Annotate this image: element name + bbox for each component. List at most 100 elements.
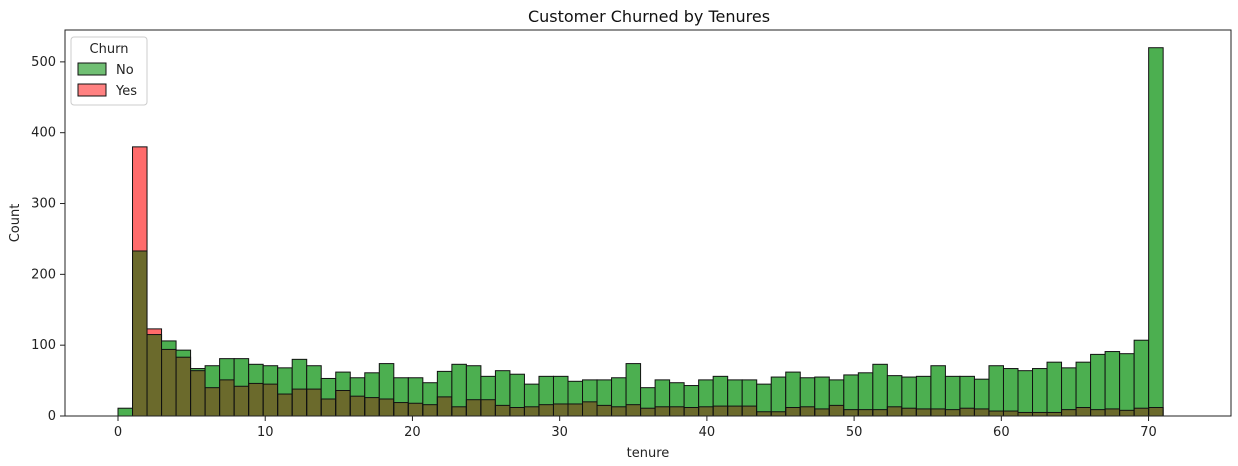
x-tick-label: 0 bbox=[114, 425, 122, 440]
bar-overlap bbox=[858, 409, 873, 416]
bar-no bbox=[480, 376, 496, 400]
bar-no bbox=[626, 363, 641, 405]
bar-overlap bbox=[495, 405, 510, 416]
bar-no bbox=[1061, 367, 1077, 410]
bar-overlap bbox=[1076, 407, 1091, 416]
bar-overlap bbox=[901, 408, 917, 416]
x-tick-label: 40 bbox=[699, 425, 716, 440]
bar-overlap bbox=[785, 407, 801, 416]
bar-overlap bbox=[1090, 409, 1106, 416]
bar-no bbox=[277, 367, 293, 395]
bar-overlap bbox=[553, 403, 568, 416]
bar-no bbox=[843, 374, 859, 410]
bar-overlap bbox=[1061, 409, 1077, 416]
bar-no bbox=[1119, 353, 1135, 411]
bar-overlap bbox=[626, 404, 641, 416]
bar-overlap bbox=[597, 405, 612, 416]
y-tick-label: 400 bbox=[31, 126, 56, 141]
bar-no bbox=[655, 379, 670, 407]
bar-no bbox=[771, 377, 786, 412]
bar-no bbox=[829, 379, 844, 406]
bar-no bbox=[742, 379, 757, 407]
bar-overlap bbox=[829, 405, 844, 416]
bar-no bbox=[335, 372, 351, 391]
bar-overlap bbox=[756, 411, 772, 416]
bar-no bbox=[292, 359, 307, 390]
bar-overlap bbox=[959, 408, 975, 416]
bar-overlap bbox=[350, 396, 365, 416]
bar-no bbox=[263, 365, 278, 385]
y-tick-label: 0 bbox=[48, 409, 56, 424]
bar-no bbox=[1076, 362, 1091, 408]
bar-no bbox=[1003, 368, 1018, 412]
bar-no bbox=[1032, 368, 1048, 413]
x-tick-label: 60 bbox=[993, 425, 1010, 440]
bar-no bbox=[509, 374, 525, 408]
bar-no bbox=[669, 382, 685, 407]
bar-no bbox=[567, 381, 583, 404]
bar-no bbox=[1134, 340, 1149, 409]
bar-overlap bbox=[263, 384, 278, 416]
bar-no bbox=[916, 376, 931, 409]
bar-no bbox=[1148, 47, 1164, 408]
bar-overlap bbox=[1032, 412, 1048, 416]
bar-overlap bbox=[771, 411, 786, 416]
bar-overlap bbox=[640, 408, 656, 416]
x-axis-ticks: 0 10 20 30 40 50 60 70 bbox=[114, 416, 1157, 440]
x-tick-label: 20 bbox=[404, 425, 421, 440]
bar-overlap bbox=[988, 411, 1004, 416]
bar-overlap bbox=[974, 408, 989, 416]
bar-no bbox=[814, 377, 830, 409]
bar-no bbox=[872, 364, 888, 410]
y-tick-label: 200 bbox=[31, 267, 56, 282]
bar-yes bbox=[147, 328, 162, 335]
bar-overlap bbox=[292, 389, 307, 416]
bar-overlap bbox=[466, 399, 481, 416]
bar-no bbox=[379, 363, 394, 400]
bar-overlap bbox=[1017, 412, 1033, 416]
bar-overlap bbox=[408, 403, 423, 416]
bar-no bbox=[785, 372, 801, 408]
bar-overlap bbox=[379, 399, 394, 416]
bar-overlap bbox=[509, 407, 525, 416]
plot-frame bbox=[64, 29, 1232, 417]
bar-no bbox=[1047, 362, 1062, 413]
bar-no bbox=[205, 365, 220, 388]
bar-no bbox=[437, 371, 452, 397]
bar-no bbox=[248, 364, 264, 384]
bar-overlap bbox=[190, 370, 206, 416]
bar-no bbox=[959, 376, 975, 409]
bar-overlap bbox=[234, 386, 249, 416]
x-axis-label: tenure bbox=[627, 446, 670, 461]
bar-overlap bbox=[800, 406, 815, 416]
bar-yes bbox=[132, 146, 148, 251]
bar-overlap bbox=[306, 389, 322, 416]
x-tick-label: 50 bbox=[846, 425, 863, 440]
x-tick-label: 10 bbox=[257, 425, 274, 440]
bar-no bbox=[422, 382, 438, 405]
bar-overlap bbox=[945, 409, 960, 416]
bar-overlap bbox=[582, 401, 598, 416]
y-tick-label: 300 bbox=[31, 197, 56, 212]
bar-overlap bbox=[147, 334, 162, 416]
bar-no bbox=[321, 378, 336, 400]
bar-no bbox=[524, 384, 539, 407]
bar-overlap bbox=[1119, 410, 1135, 416]
bar-overlap bbox=[742, 406, 757, 416]
bar-overlap bbox=[930, 408, 946, 416]
bar-no bbox=[538, 376, 554, 405]
bar-no bbox=[1105, 351, 1120, 409]
bar-no bbox=[727, 379, 743, 407]
bar-overlap bbox=[916, 408, 931, 416]
bar-overlap bbox=[132, 250, 148, 416]
bar-no bbox=[945, 376, 960, 410]
bar-no bbox=[306, 365, 322, 390]
bar-overlap bbox=[872, 409, 888, 416]
bar-overlap bbox=[611, 406, 627, 416]
bar-no bbox=[887, 375, 902, 407]
bar-overlap bbox=[248, 383, 264, 416]
bar-no bbox=[597, 379, 612, 406]
bar-overlap bbox=[364, 397, 380, 416]
bar-overlap bbox=[567, 403, 583, 416]
bar-no bbox=[684, 385, 699, 408]
